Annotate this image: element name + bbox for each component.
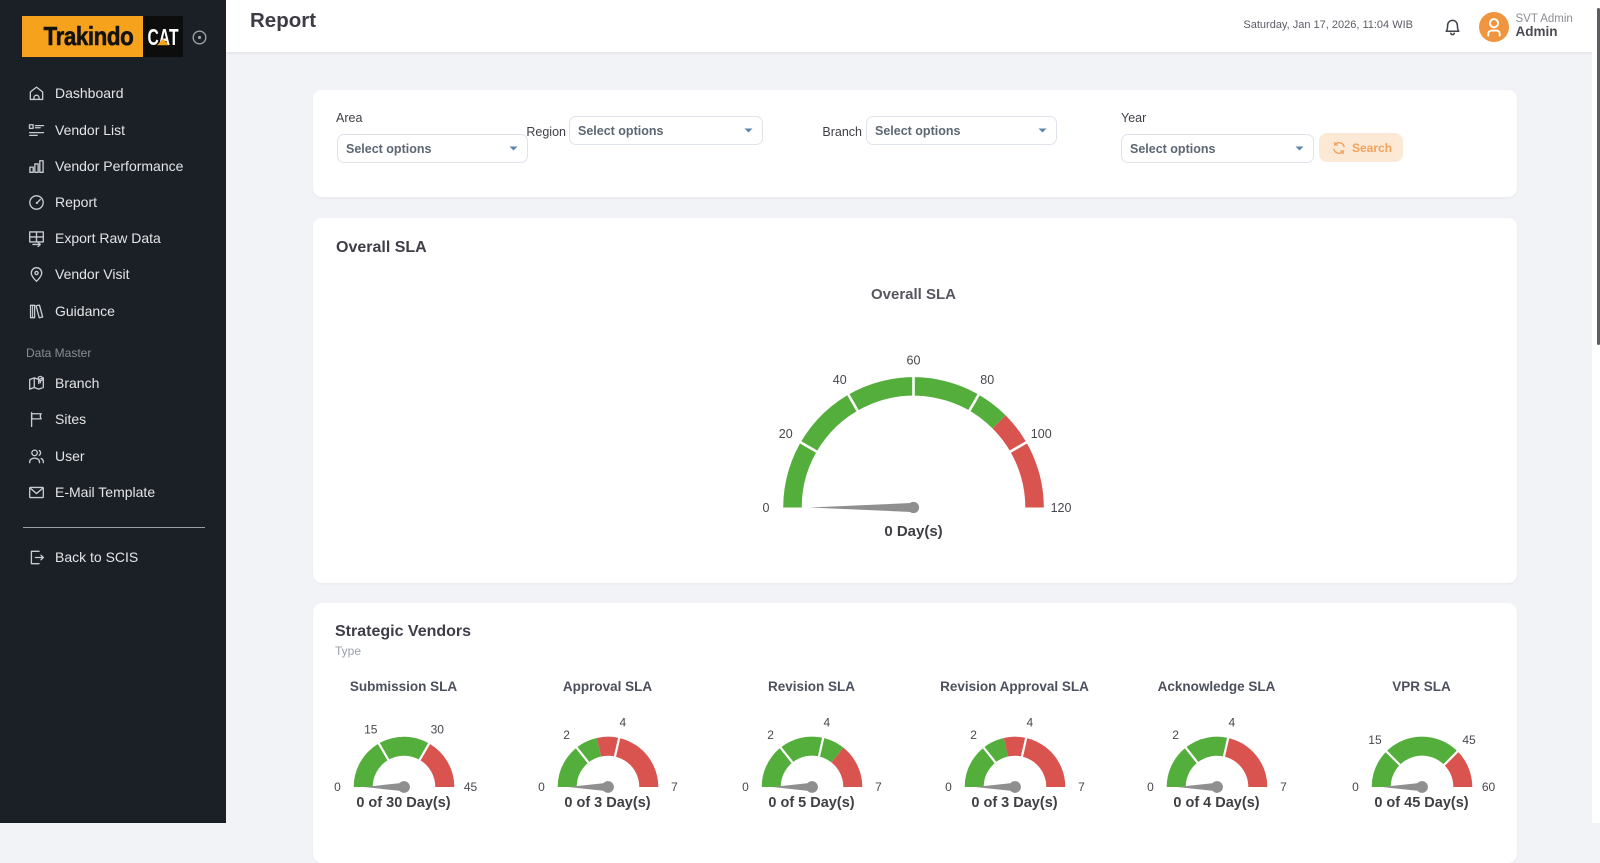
svg-text:40: 40: [833, 373, 847, 387]
svg-text:4: 4: [619, 715, 626, 729]
svg-text:7: 7: [875, 780, 882, 794]
svg-text:45: 45: [1462, 733, 1476, 747]
svg-text:15: 15: [364, 723, 378, 737]
svg-text:4: 4: [1027, 715, 1034, 729]
svg-text:0: 0: [742, 780, 749, 794]
svg-text:4: 4: [1228, 715, 1235, 729]
svg-text:0: 0: [334, 780, 341, 794]
svg-text:2: 2: [767, 728, 774, 742]
svg-text:60: 60: [1481, 780, 1495, 794]
svg-text:30: 30: [431, 723, 445, 737]
svg-text:60: 60: [907, 353, 921, 367]
svg-text:120: 120: [1051, 501, 1072, 515]
svg-text:CAT: CAT: [148, 24, 179, 50]
svg-text:2: 2: [970, 728, 977, 742]
svg-text:2: 2: [563, 728, 570, 742]
svg-text:45: 45: [464, 780, 478, 794]
svg-text:2: 2: [1172, 728, 1179, 742]
svg-text:7: 7: [1078, 780, 1085, 794]
svg-text:0: 0: [945, 780, 952, 794]
svg-text:0: 0: [763, 501, 770, 515]
svg-text:0: 0: [1352, 780, 1359, 794]
svg-text:7: 7: [671, 780, 678, 794]
svg-text:15: 15: [1368, 733, 1382, 747]
svg-text:4: 4: [823, 715, 830, 729]
svg-text:0: 0: [1147, 780, 1154, 794]
svg-text:7: 7: [1280, 780, 1287, 794]
svg-text:100: 100: [1031, 427, 1052, 441]
svg-text:80: 80: [980, 373, 994, 387]
svg-text:20: 20: [779, 427, 793, 441]
svg-text:0: 0: [538, 780, 545, 794]
